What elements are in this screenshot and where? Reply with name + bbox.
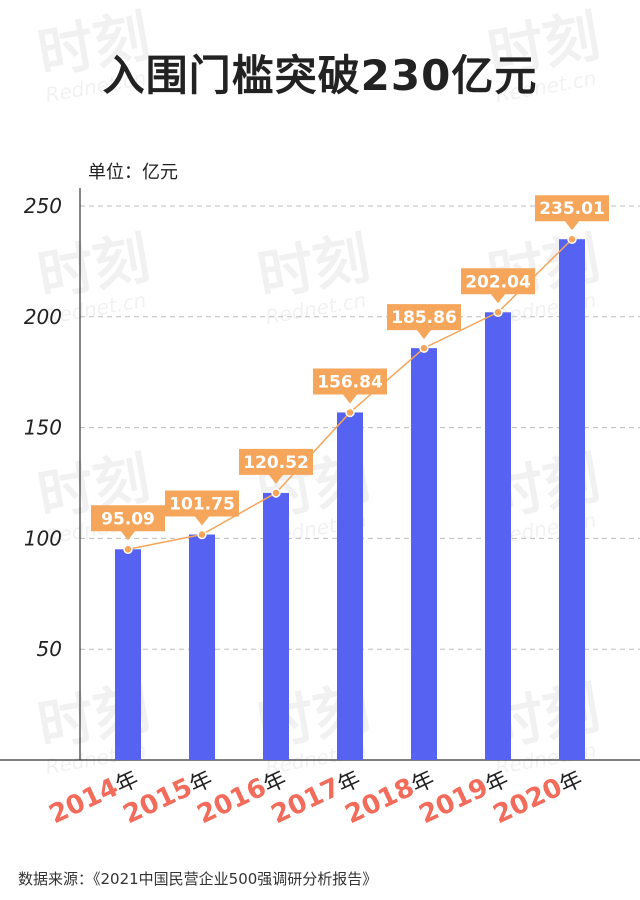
y-tick-label: 50: [37, 637, 62, 661]
y-tick-label: 100: [24, 526, 62, 550]
data-point: [493, 307, 503, 318]
bar-chart: 50 100 150 200 250 95.09 101.75 120.52 156.84 185…: [0, 188, 640, 830]
data-point: [197, 529, 207, 540]
source-note: 数据来源：《2021中国民营企业500强调研分析报告》: [18, 870, 378, 888]
data-label-box: [387, 304, 461, 340]
bar: [189, 534, 215, 760]
bar: [263, 492, 289, 760]
data-point: [567, 234, 577, 244]
data-label-box: [313, 368, 387, 404]
data-label: 156.84: [317, 372, 383, 392]
data-label-box: [165, 490, 239, 526]
bar: [337, 412, 363, 760]
data-label: 185.86: [391, 308, 457, 328]
y-tick-label: 200: [24, 305, 62, 329]
unit-label: 单位：亿元: [88, 162, 178, 183]
data-label: 202.04: [465, 272, 531, 292]
data-point: [419, 343, 429, 353]
bar: [485, 312, 511, 760]
bar: [559, 239, 585, 760]
data-label: 95.09: [101, 509, 155, 529]
data-label-box: [239, 448, 313, 484]
data-label: 235.01: [539, 199, 605, 219]
y-tick-label: 150: [24, 416, 62, 440]
bar: [411, 348, 437, 760]
data-label-box: [535, 195, 609, 231]
data-point: [123, 544, 133, 555]
data-point: [271, 488, 281, 498]
y-tick-label: 250: [24, 194, 62, 218]
data-point: [345, 407, 355, 418]
data-label-box: [91, 505, 165, 541]
bar: [115, 549, 141, 760]
data-label: 120.52: [243, 453, 309, 473]
page-title: 入围门槛突破230亿元: [102, 51, 538, 100]
data-label: 101.75: [169, 495, 235, 515]
data-label-box: [461, 268, 535, 304]
